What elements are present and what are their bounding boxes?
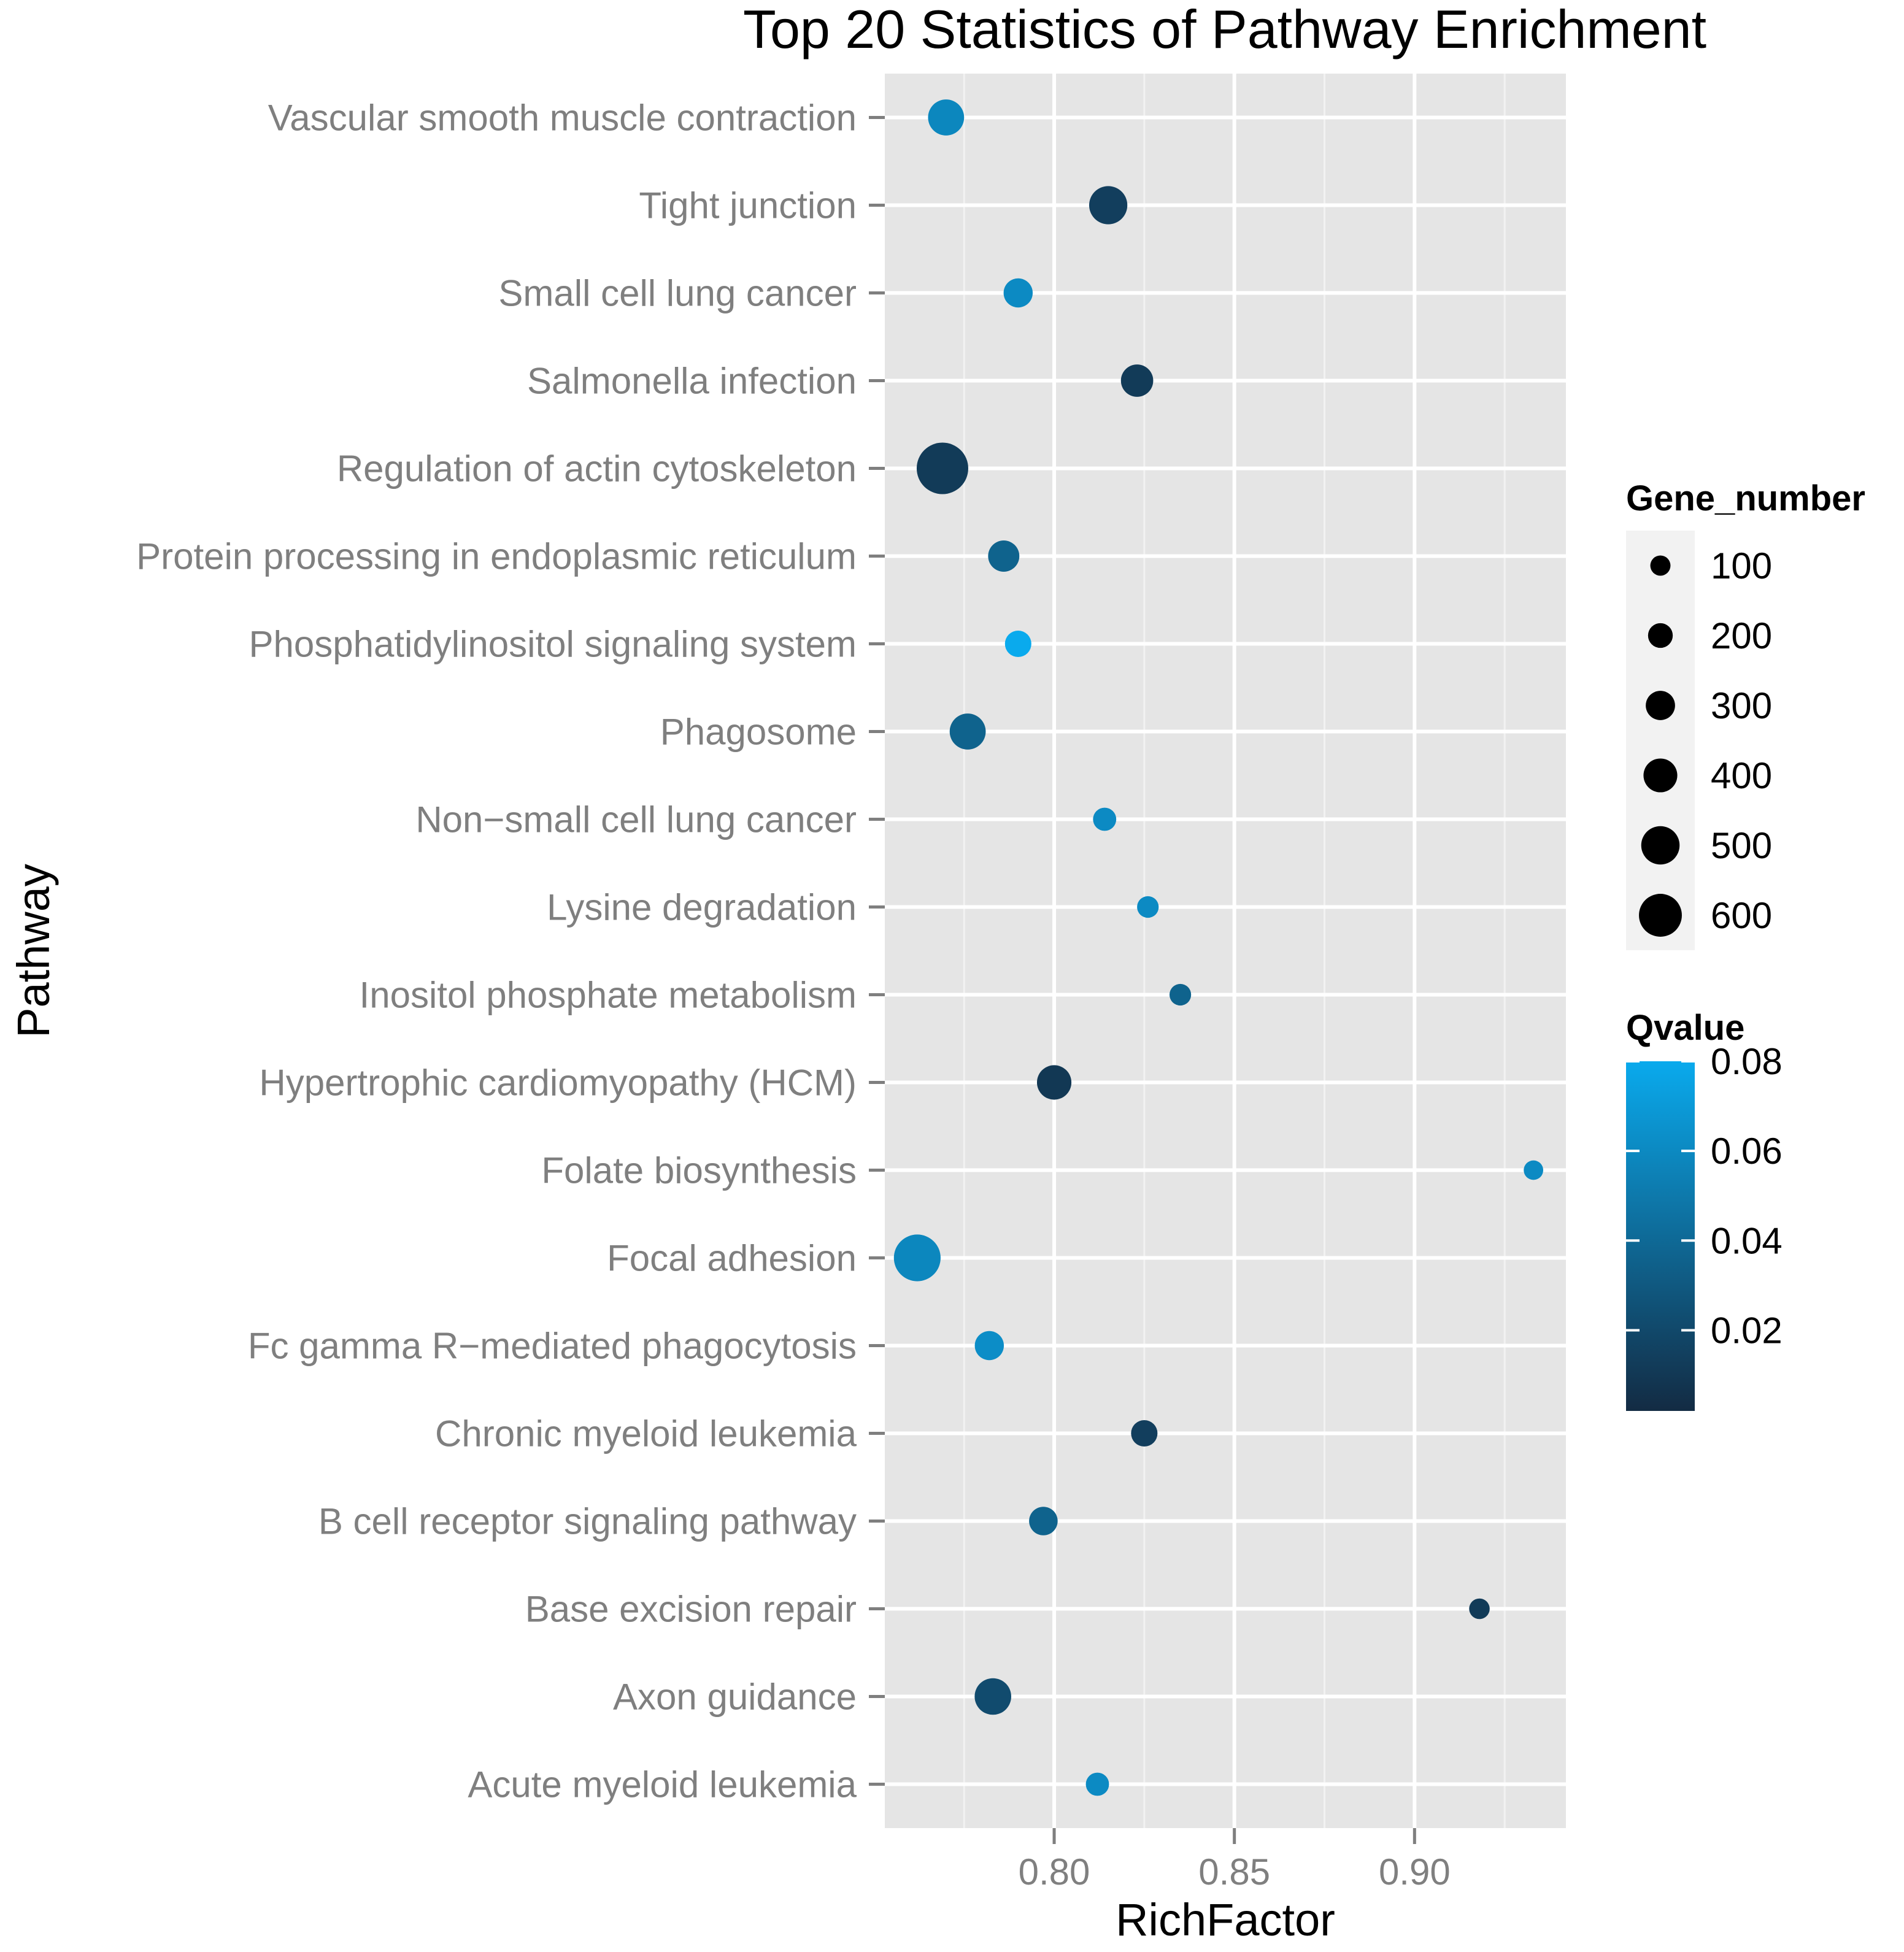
y-tick-label: Regulation of actin cytoskeleton <box>337 448 857 490</box>
data-point <box>1003 278 1033 308</box>
size-legend-label: 100 <box>1711 545 1772 586</box>
size-legend-dot <box>1641 826 1680 865</box>
y-tick-label: Salmonella infection <box>527 361 857 402</box>
color-legend-bar <box>1626 1061 1695 1411</box>
size-legend-dot <box>1646 691 1675 720</box>
size-legend-label: 300 <box>1711 685 1772 726</box>
chart-title: Top 20 Statistics of Pathway Enrichment <box>743 0 1706 60</box>
data-point <box>1137 896 1159 918</box>
color-legend-label: 0.06 <box>1711 1131 1783 1172</box>
y-tick-label: Fc gamma R−mediated phagocytosis <box>248 1326 857 1367</box>
data-point <box>974 1331 1004 1361</box>
y-tick-label: Phagosome <box>660 712 857 753</box>
y-tick-label: Base excision repair <box>525 1589 857 1630</box>
data-point <box>1524 1160 1544 1180</box>
minor-gridlines <box>963 74 1506 1828</box>
plot-panel <box>885 74 1566 1828</box>
color-legend-label: 0.02 <box>1711 1310 1783 1351</box>
data-point <box>1089 186 1128 225</box>
y-tick-label: Chronic myeloid leukemia <box>435 1413 857 1454</box>
y-tick-label: Protein processing in endoplasmic reticu… <box>136 536 857 577</box>
x-tick-label: 0.90 <box>1379 1851 1451 1892</box>
data-point <box>1085 1772 1109 1796</box>
y-tick-label: Axon guidance <box>613 1677 857 1718</box>
y-tick-label: Focal adhesion <box>607 1238 857 1279</box>
y-tick-label: Small cell lung cancer <box>498 273 857 314</box>
size-legend-label: 600 <box>1711 895 1772 936</box>
data-point <box>988 540 1020 572</box>
data-point <box>928 99 965 136</box>
y-axis-ticks <box>869 116 885 1786</box>
size-legend-label: 500 <box>1711 825 1772 866</box>
data-point <box>893 1234 941 1281</box>
data-point <box>1120 364 1154 397</box>
y-tick-label: B cell receptor signaling pathway <box>318 1501 857 1542</box>
y-tick-label: Acute myeloid leukemia <box>468 1764 857 1805</box>
color-legend-ticks: 0.08 0.06 0.04 0.02 <box>1626 1041 1783 1351</box>
data-point <box>1093 807 1117 831</box>
y-tick-label: Phosphatidylinositol signaling system <box>249 624 857 665</box>
size-legend-dot <box>1648 623 1673 648</box>
size-legend-dot <box>1643 758 1678 793</box>
color-legend-title: Qvalue <box>1626 1008 1744 1048</box>
size-legend-title: Gene_number <box>1626 478 1865 518</box>
data-point <box>949 713 986 750</box>
y-tick-label: Hypertrophic cardiomyopathy (HCM) <box>259 1062 857 1104</box>
x-tick-label: 0.80 <box>1019 1851 1090 1892</box>
x-axis-ticks <box>1052 1828 1416 1844</box>
color-legend-label: 0.04 <box>1711 1220 1783 1261</box>
x-axis-tick-labels: 0.80 0.85 0.90 <box>1019 1851 1451 1892</box>
data-point <box>1036 1065 1072 1100</box>
major-gridlines <box>885 74 1566 1828</box>
data-point <box>916 442 968 494</box>
data-point <box>1169 983 1192 1006</box>
data-point <box>1131 1420 1158 1447</box>
y-tick-label: Inositol phosphate metabolism <box>360 975 857 1016</box>
color-legend-label: 0.08 <box>1711 1041 1783 1082</box>
data-point <box>1029 1507 1058 1535</box>
x-axis-title: RichFactor <box>1116 1894 1335 1945</box>
size-legend-dot <box>1650 555 1671 576</box>
size-legend-label: 200 <box>1711 615 1772 656</box>
y-tick-label: Tight junction <box>639 185 857 226</box>
y-tick-label: Lysine degradation <box>547 887 857 928</box>
size-legend-dot <box>1639 894 1682 937</box>
y-tick-label: Folate biosynthesis <box>541 1150 857 1191</box>
y-axis-title: Pathway <box>8 864 59 1038</box>
data-point <box>974 1678 1011 1715</box>
y-tick-label: Non−small cell lung cancer <box>415 799 857 840</box>
data-points <box>893 99 1544 1796</box>
data-point <box>1469 1598 1490 1620</box>
x-tick-label: 0.85 <box>1198 1851 1270 1892</box>
size-legend-label: 400 <box>1711 755 1772 796</box>
size-legend: 100 200 300 400 500 600 <box>1626 531 1772 950</box>
y-axis-tick-labels: Vascular smooth muscle contraction Tight … <box>136 98 857 1805</box>
data-point <box>1004 630 1031 658</box>
y-tick-label: Vascular smooth muscle contraction <box>268 98 857 139</box>
